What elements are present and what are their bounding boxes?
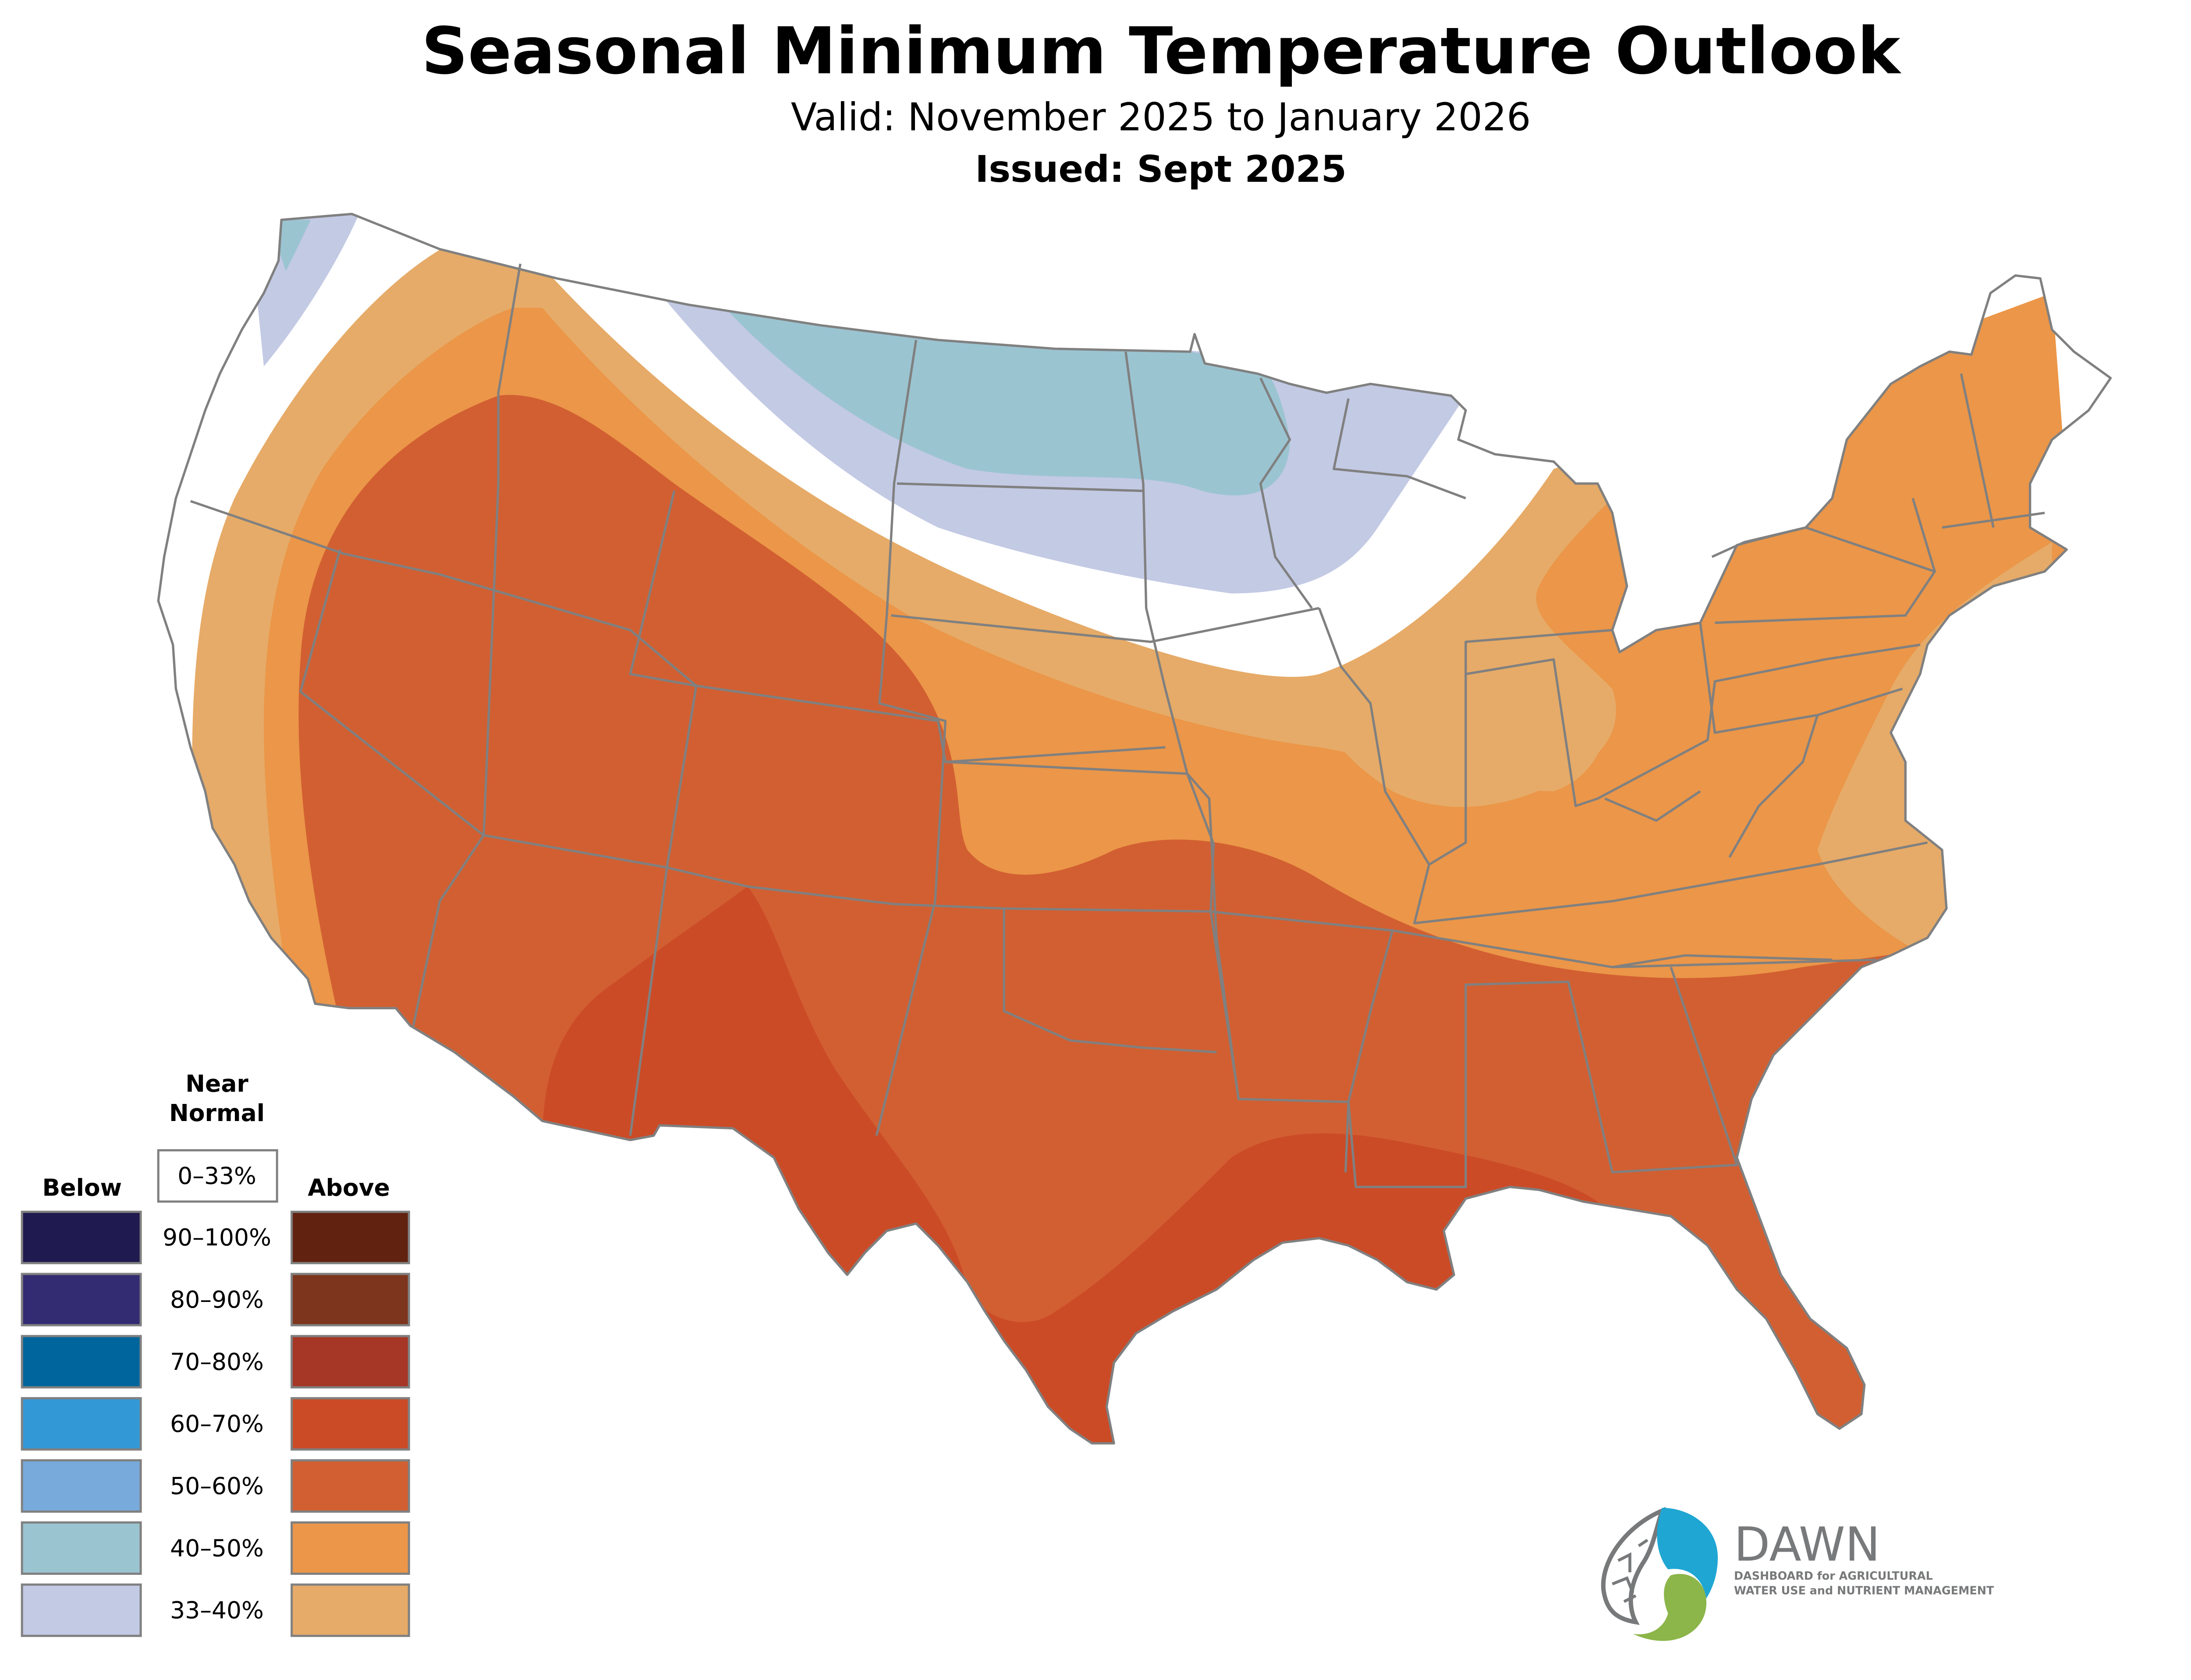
legend-swatch-above [291,1335,410,1389]
legend-swatch-above [291,1521,410,1575]
legend: Near Normal 0–33% Below Above 90–100% 80–… [21,1070,410,1637]
contour-below-40-50-wa [278,219,311,271]
logo-tagline-2: WATER USE and NUTRIENT MANAGEMENT [1734,1584,1994,1597]
legend-range-label: 90–100% [163,1224,271,1251]
logo-drop-gray [1601,1507,1666,1625]
logo-circuit [1612,1539,1649,1603]
legend-range-label: 70–80% [170,1348,264,1376]
legend-range-label: 40–50% [170,1534,264,1562]
legend-swatch-above [291,1583,410,1637]
legend-swatch-above [291,1397,410,1451]
legend-above-label: Above [308,1174,390,1201]
logo-leaf-green [1633,1574,1707,1641]
legend-near-normal-line2: Normal [169,1099,265,1127]
legend-range-label: 80–90% [170,1286,264,1313]
legend-swatch-below [21,1335,142,1389]
issued-date: Issued: Sept 2025 [975,148,1347,191]
legend-range-label: 33–40% [170,1596,264,1624]
legend-near-normal-box [157,1149,278,1203]
valid-period: Valid: November 2025 to January 2026 [791,95,1531,140]
legend-range-label: 50–60% [170,1472,264,1500]
logo-wordmark: DAWN [1734,1517,1880,1572]
legend-swatch-below [21,1397,142,1451]
legend-swatch-above [291,1210,410,1264]
legend-near-normal-line1: Near [185,1070,248,1097]
legend-below-label: Below [43,1174,122,1201]
legend-swatch-below [21,1210,142,1264]
legend-swatch-below [21,1583,142,1637]
logo-water-blue [1657,1507,1718,1599]
legend-range-label: 60–70% [170,1410,264,1438]
legend-swatch-below [21,1459,142,1513]
logo-tagline-1: DASHBOARD for AGRICULTURAL [1734,1569,1933,1582]
legend-swatch-above [291,1459,410,1513]
legend-swatch-below [21,1521,142,1575]
legend-swatch-below [21,1273,142,1326]
contour-above-33-40-ohio [1319,682,1617,807]
map-title: Seasonal Minimum Temperature Outlook [422,13,1902,88]
legend-near-normal-range: 0–33% [177,1162,256,1190]
legend-rows: 90–100% 80–90% 70–80% 60–70% 50–60% 40–50% 33–… [21,1210,410,1637]
legend-swatch-above [291,1273,410,1326]
state-borders [158,214,2110,1443]
dawn-logo: DAWN DASHBOARD for AGRICULTURAL WATER US… [1601,1507,1994,1641]
